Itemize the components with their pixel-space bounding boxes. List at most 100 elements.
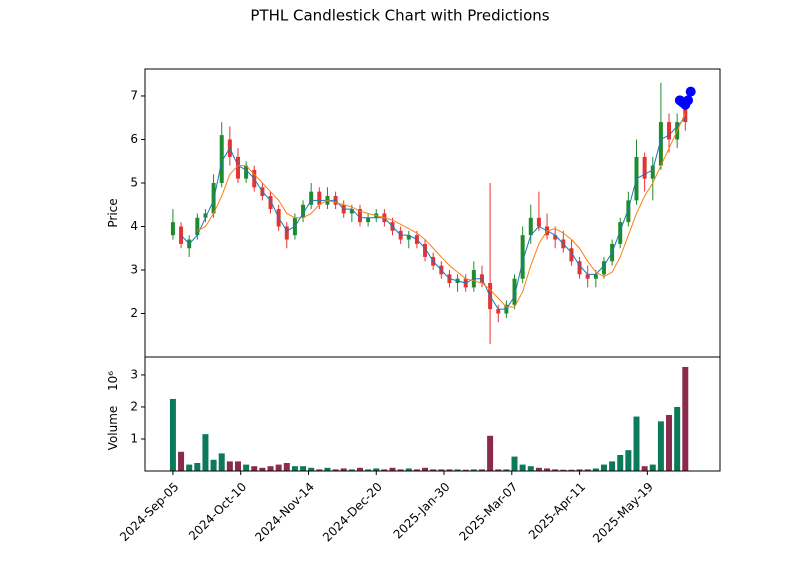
candle-body — [618, 222, 623, 244]
candle-body — [235, 156, 240, 179]
y-tick-label: 4 — [130, 219, 138, 233]
candle-body — [357, 209, 362, 223]
volume-bar — [625, 450, 632, 471]
volume-bar — [487, 435, 494, 471]
volume-bar — [576, 469, 583, 471]
volume-bar — [674, 406, 681, 471]
candle-body — [536, 217, 541, 227]
volume-bar — [649, 464, 656, 471]
volume-bar — [169, 398, 176, 471]
candle-body — [683, 104, 688, 123]
volume-bar — [356, 467, 363, 471]
x-tick-label: 2025-Jan-30 — [391, 480, 453, 542]
volume-bar — [617, 454, 624, 471]
volume-bar — [666, 414, 673, 471]
candle-body — [284, 226, 289, 240]
volume-offset: 10⁶ — [106, 371, 120, 391]
volume-bar — [300, 466, 307, 471]
candle-body — [601, 261, 606, 275]
volume-bar — [365, 469, 372, 471]
volume-bar — [389, 467, 396, 471]
volume-bar — [291, 466, 298, 471]
volume-bar — [535, 467, 542, 471]
volume-bar — [243, 464, 250, 471]
volume-bar — [511, 456, 518, 471]
candle-body — [650, 165, 655, 179]
candle-body — [667, 122, 672, 140]
candle-body — [423, 243, 428, 257]
volume-bar — [657, 421, 664, 471]
volume-bar — [552, 469, 559, 471]
candle-body — [366, 217, 371, 223]
candle-body — [569, 248, 574, 262]
volume-axes-frame — [144, 356, 721, 472]
volume-bar — [503, 469, 510, 471]
volume-bar — [178, 451, 185, 471]
candle-body — [309, 191, 314, 205]
price-axes-frame — [144, 68, 721, 358]
candle-body — [593, 274, 598, 279]
volume-bar — [405, 468, 412, 471]
volume-bar — [381, 469, 388, 471]
volume-axis-label: Volume — [106, 406, 120, 451]
volume-y-tick-label: 1 — [130, 431, 138, 445]
candle-body — [244, 165, 249, 179]
volume-bar — [600, 464, 607, 471]
volume-bar — [324, 467, 331, 471]
volume-bar — [308, 467, 315, 471]
x-tick-label: 2025-Apr-11 — [526, 480, 588, 542]
y-tick-label: 7 — [130, 88, 138, 102]
moving-average-line — [180, 117, 686, 310]
x-tick-label: 2024-Sep-05 — [117, 480, 181, 544]
volume-bar — [332, 469, 339, 471]
volume-bar — [560, 469, 567, 471]
volume-bar — [584, 469, 591, 471]
candle-body — [626, 200, 631, 223]
volume-bar — [446, 469, 453, 471]
volume-bar — [592, 468, 599, 471]
volume-bar — [519, 464, 526, 471]
candle-body — [219, 135, 224, 183]
candle-body — [520, 235, 525, 279]
volume-bar — [641, 466, 648, 471]
candle-body — [406, 235, 411, 240]
volume-bar — [226, 461, 233, 471]
volume-bar — [186, 464, 193, 471]
volume-bar — [373, 468, 380, 471]
prediction-point — [685, 86, 696, 97]
x-tick-label: 2024-Oct-10 — [186, 480, 249, 543]
x-tick-label: 2024-Dec-20 — [320, 480, 385, 545]
x-tick-label: 2024-Nov-14 — [252, 480, 317, 545]
volume-bar — [527, 466, 534, 471]
volume-bar — [568, 469, 575, 471]
candle-body — [528, 217, 533, 236]
volume-bar — [210, 459, 217, 471]
candle-body — [317, 191, 322, 205]
volume-bar — [218, 453, 225, 471]
volume-bar — [259, 467, 266, 471]
volume-bar — [234, 461, 241, 471]
candle-body — [203, 213, 208, 218]
volume-bar — [454, 469, 461, 471]
candle-body — [658, 122, 663, 166]
moving-average-line — [197, 113, 686, 308]
volume-bar — [633, 416, 640, 471]
volume-bar — [283, 462, 290, 471]
volume-bar — [316, 469, 323, 471]
volume-y-tick-label: 2 — [130, 399, 138, 413]
candle-body — [496, 309, 501, 314]
volume-bar — [462, 469, 469, 471]
price-axis-label: Price — [106, 198, 120, 227]
y-tick-label: 5 — [130, 175, 138, 189]
candle-body — [577, 261, 582, 275]
candle-body — [512, 278, 517, 305]
volume-bar — [202, 434, 209, 471]
volume-bar — [251, 466, 258, 471]
candle-body — [585, 274, 590, 279]
volume-bar — [470, 469, 477, 471]
x-tick-label: 2025-May-19 — [590, 480, 656, 546]
volume-bar — [397, 469, 404, 471]
volume-bar — [413, 469, 420, 471]
prediction-point — [683, 95, 694, 106]
volume-bar — [194, 462, 201, 471]
